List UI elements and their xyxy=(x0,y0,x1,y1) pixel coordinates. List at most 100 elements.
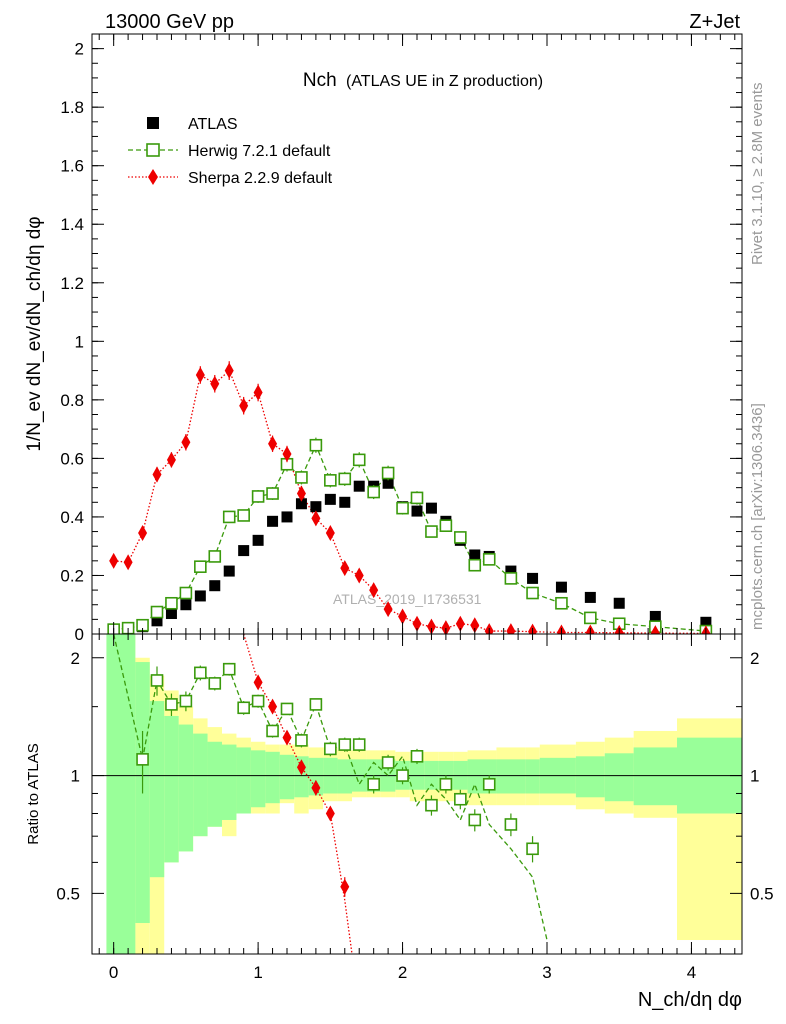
y-tick-label: 1 xyxy=(75,332,84,351)
atlas-point xyxy=(425,502,437,514)
band-inner-bin xyxy=(106,634,136,954)
x-tick-label: 3 xyxy=(542,963,551,982)
ratio-axis-label: Ratio to ATLAS xyxy=(25,743,42,844)
band-inner-bin xyxy=(236,747,251,814)
ratio-herwig-point xyxy=(280,702,294,716)
ratio-sherpa-point xyxy=(340,878,350,895)
x-tick-label: 4 xyxy=(687,963,696,982)
sherpa-point xyxy=(138,525,148,542)
atlas-point xyxy=(469,549,481,561)
ratio-herwig-point xyxy=(136,753,149,766)
atlas-point xyxy=(555,581,567,593)
ratio-herwig-point xyxy=(526,842,539,856)
ratio-herwig-point xyxy=(251,694,265,708)
herwig-point xyxy=(251,490,265,503)
herwig-point xyxy=(309,438,323,452)
sherpa-point xyxy=(195,366,205,383)
title-main: Nch xyxy=(303,70,337,91)
sherpa-point xyxy=(398,608,408,625)
herwig-point xyxy=(381,466,395,480)
herwig-point xyxy=(468,558,482,572)
band-inner-bin xyxy=(337,759,352,794)
sherpa-point xyxy=(282,446,292,462)
y-tick-label: 1.2 xyxy=(60,274,84,293)
herwig-point xyxy=(150,605,164,619)
herwig-point xyxy=(324,474,337,487)
title-sub: (ATLAS UE in Z production) xyxy=(346,73,543,90)
ratio-herwig-point xyxy=(150,674,164,687)
herwig-point xyxy=(454,531,467,544)
sherpa-point xyxy=(412,615,422,632)
side-label-rivet: Rivet 3.1.10, ≥ 2.8M events xyxy=(749,83,766,266)
main-plot-area: ATLAS_2019_I1736531 xyxy=(107,361,713,634)
herwig-point xyxy=(504,572,518,585)
ratio-herwig-point xyxy=(396,769,409,782)
legend-label-sherpa: Sherpa 2.2.9 default xyxy=(188,170,333,187)
y-tick-label: 0.6 xyxy=(60,449,84,468)
ratio-herwig-point xyxy=(194,666,207,680)
y-tick-label: 0 xyxy=(75,625,84,644)
y-tick-label: 2 xyxy=(75,40,84,59)
band-inner-bin xyxy=(525,759,540,794)
sherpa-point xyxy=(166,451,176,468)
sherpa-point xyxy=(383,601,393,618)
atlas-point xyxy=(165,608,177,620)
sherpa-point xyxy=(311,510,321,527)
header-right: Z+Jet xyxy=(689,11,740,33)
herwig-point xyxy=(338,472,352,486)
herwig-point xyxy=(555,596,568,610)
sherpa-point xyxy=(253,384,263,401)
atlas-point xyxy=(209,580,221,592)
header-left: 13000 GeV pp xyxy=(105,11,234,33)
ratio-herwig-point xyxy=(179,694,193,708)
ratio-herwig-point xyxy=(324,742,337,756)
band-inner-bin xyxy=(496,759,526,794)
ratio-herwig-point xyxy=(165,698,178,711)
ratio-sherpa-point xyxy=(311,779,321,796)
herwig-point xyxy=(482,553,496,566)
ratio-herwig-point xyxy=(222,662,236,676)
sherpa-point xyxy=(650,625,660,634)
band-inner-bin xyxy=(250,750,266,808)
legend: ATLAS Herwig 7.2.1 default Sherpa 2.2.9 … xyxy=(128,116,333,187)
band-inner-bin xyxy=(604,753,634,802)
sherpa-point xyxy=(296,485,306,502)
band-inner-bin xyxy=(279,754,295,800)
ratio-herwig-point xyxy=(367,777,380,791)
axes-layer: 0 0.2 0.4 0.6 0.8 1 1.2 1.4 1.6 1.8 2 0 1 2 3 4 0.5 0.5 1 1… xyxy=(56,34,774,982)
legend-label-atlas: ATLAS xyxy=(188,116,238,133)
atlas-point xyxy=(339,496,351,508)
sherpa-point xyxy=(268,435,278,452)
band-inner-bin xyxy=(467,759,482,794)
band-inner-bin xyxy=(575,756,605,798)
sherpa-point xyxy=(354,567,364,584)
ratio-tick-label-right: 2 xyxy=(750,649,759,668)
herwig-point xyxy=(425,525,438,538)
ratio-herwig-point xyxy=(338,738,352,751)
herwig-point xyxy=(367,485,380,499)
herwig-point xyxy=(410,491,424,505)
ratio-sherpa-point xyxy=(253,674,263,691)
band-inner-bin xyxy=(207,741,222,827)
main-series-layer xyxy=(107,361,713,634)
atlas-point xyxy=(194,590,206,602)
legend-marker-atlas xyxy=(147,117,159,129)
atlas-point xyxy=(238,545,250,557)
side-label-mcplots: mcplots.cern.ch [arXiv:1306.3436] xyxy=(749,403,766,630)
ratio-sherpa-line xyxy=(243,634,353,954)
band-inner-bin xyxy=(308,757,324,796)
band-inner-bin xyxy=(222,744,237,820)
atlas-point xyxy=(267,515,279,527)
sherpa-point xyxy=(224,362,234,379)
legend-label-herwig: Herwig 7.2.1 default xyxy=(188,143,331,160)
herwig-point xyxy=(266,487,279,500)
herwig-point xyxy=(165,596,178,610)
x-tick-label: 0 xyxy=(109,963,118,982)
sherpa-point xyxy=(340,560,350,577)
x-tick-label: 2 xyxy=(398,963,407,982)
sherpa-point xyxy=(325,525,335,542)
sherpa-point xyxy=(369,582,379,599)
ratio-plot-area xyxy=(92,634,742,954)
atlas-point xyxy=(281,511,293,523)
plot-title: Nch (ATLAS UE in Z production) xyxy=(303,70,543,91)
